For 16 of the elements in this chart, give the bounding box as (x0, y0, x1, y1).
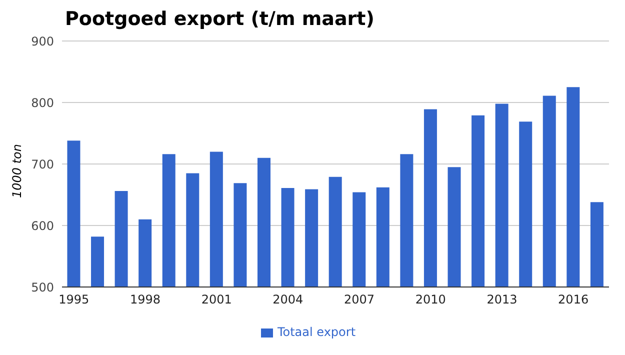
legend-label: Totaal export (277, 325, 356, 339)
y-tick-label: 900 (31, 34, 54, 48)
x-tick-label: 2010 (415, 292, 446, 307)
x-tick-label: 1995 (58, 292, 90, 307)
x-tick-label: 2016 (558, 292, 589, 307)
y-axis-title: 1000 ton (10, 144, 24, 198)
x-tick-label: 2013 (486, 292, 518, 307)
chart-title: Pootgoed export (t/m maart) (65, 8, 374, 30)
x-tick-label: 2004 (272, 292, 304, 307)
y-tick-label: 700 (31, 157, 54, 172)
x-tick-label: 2007 (344, 292, 375, 307)
x-tick-label: 2001 (201, 292, 232, 307)
y-tick-label: 600 (31, 218, 54, 233)
x-tick-label: 1998 (130, 292, 161, 307)
y-tick-label: 800 (31, 96, 54, 110)
y-tick-label: 500 (31, 280, 54, 294)
